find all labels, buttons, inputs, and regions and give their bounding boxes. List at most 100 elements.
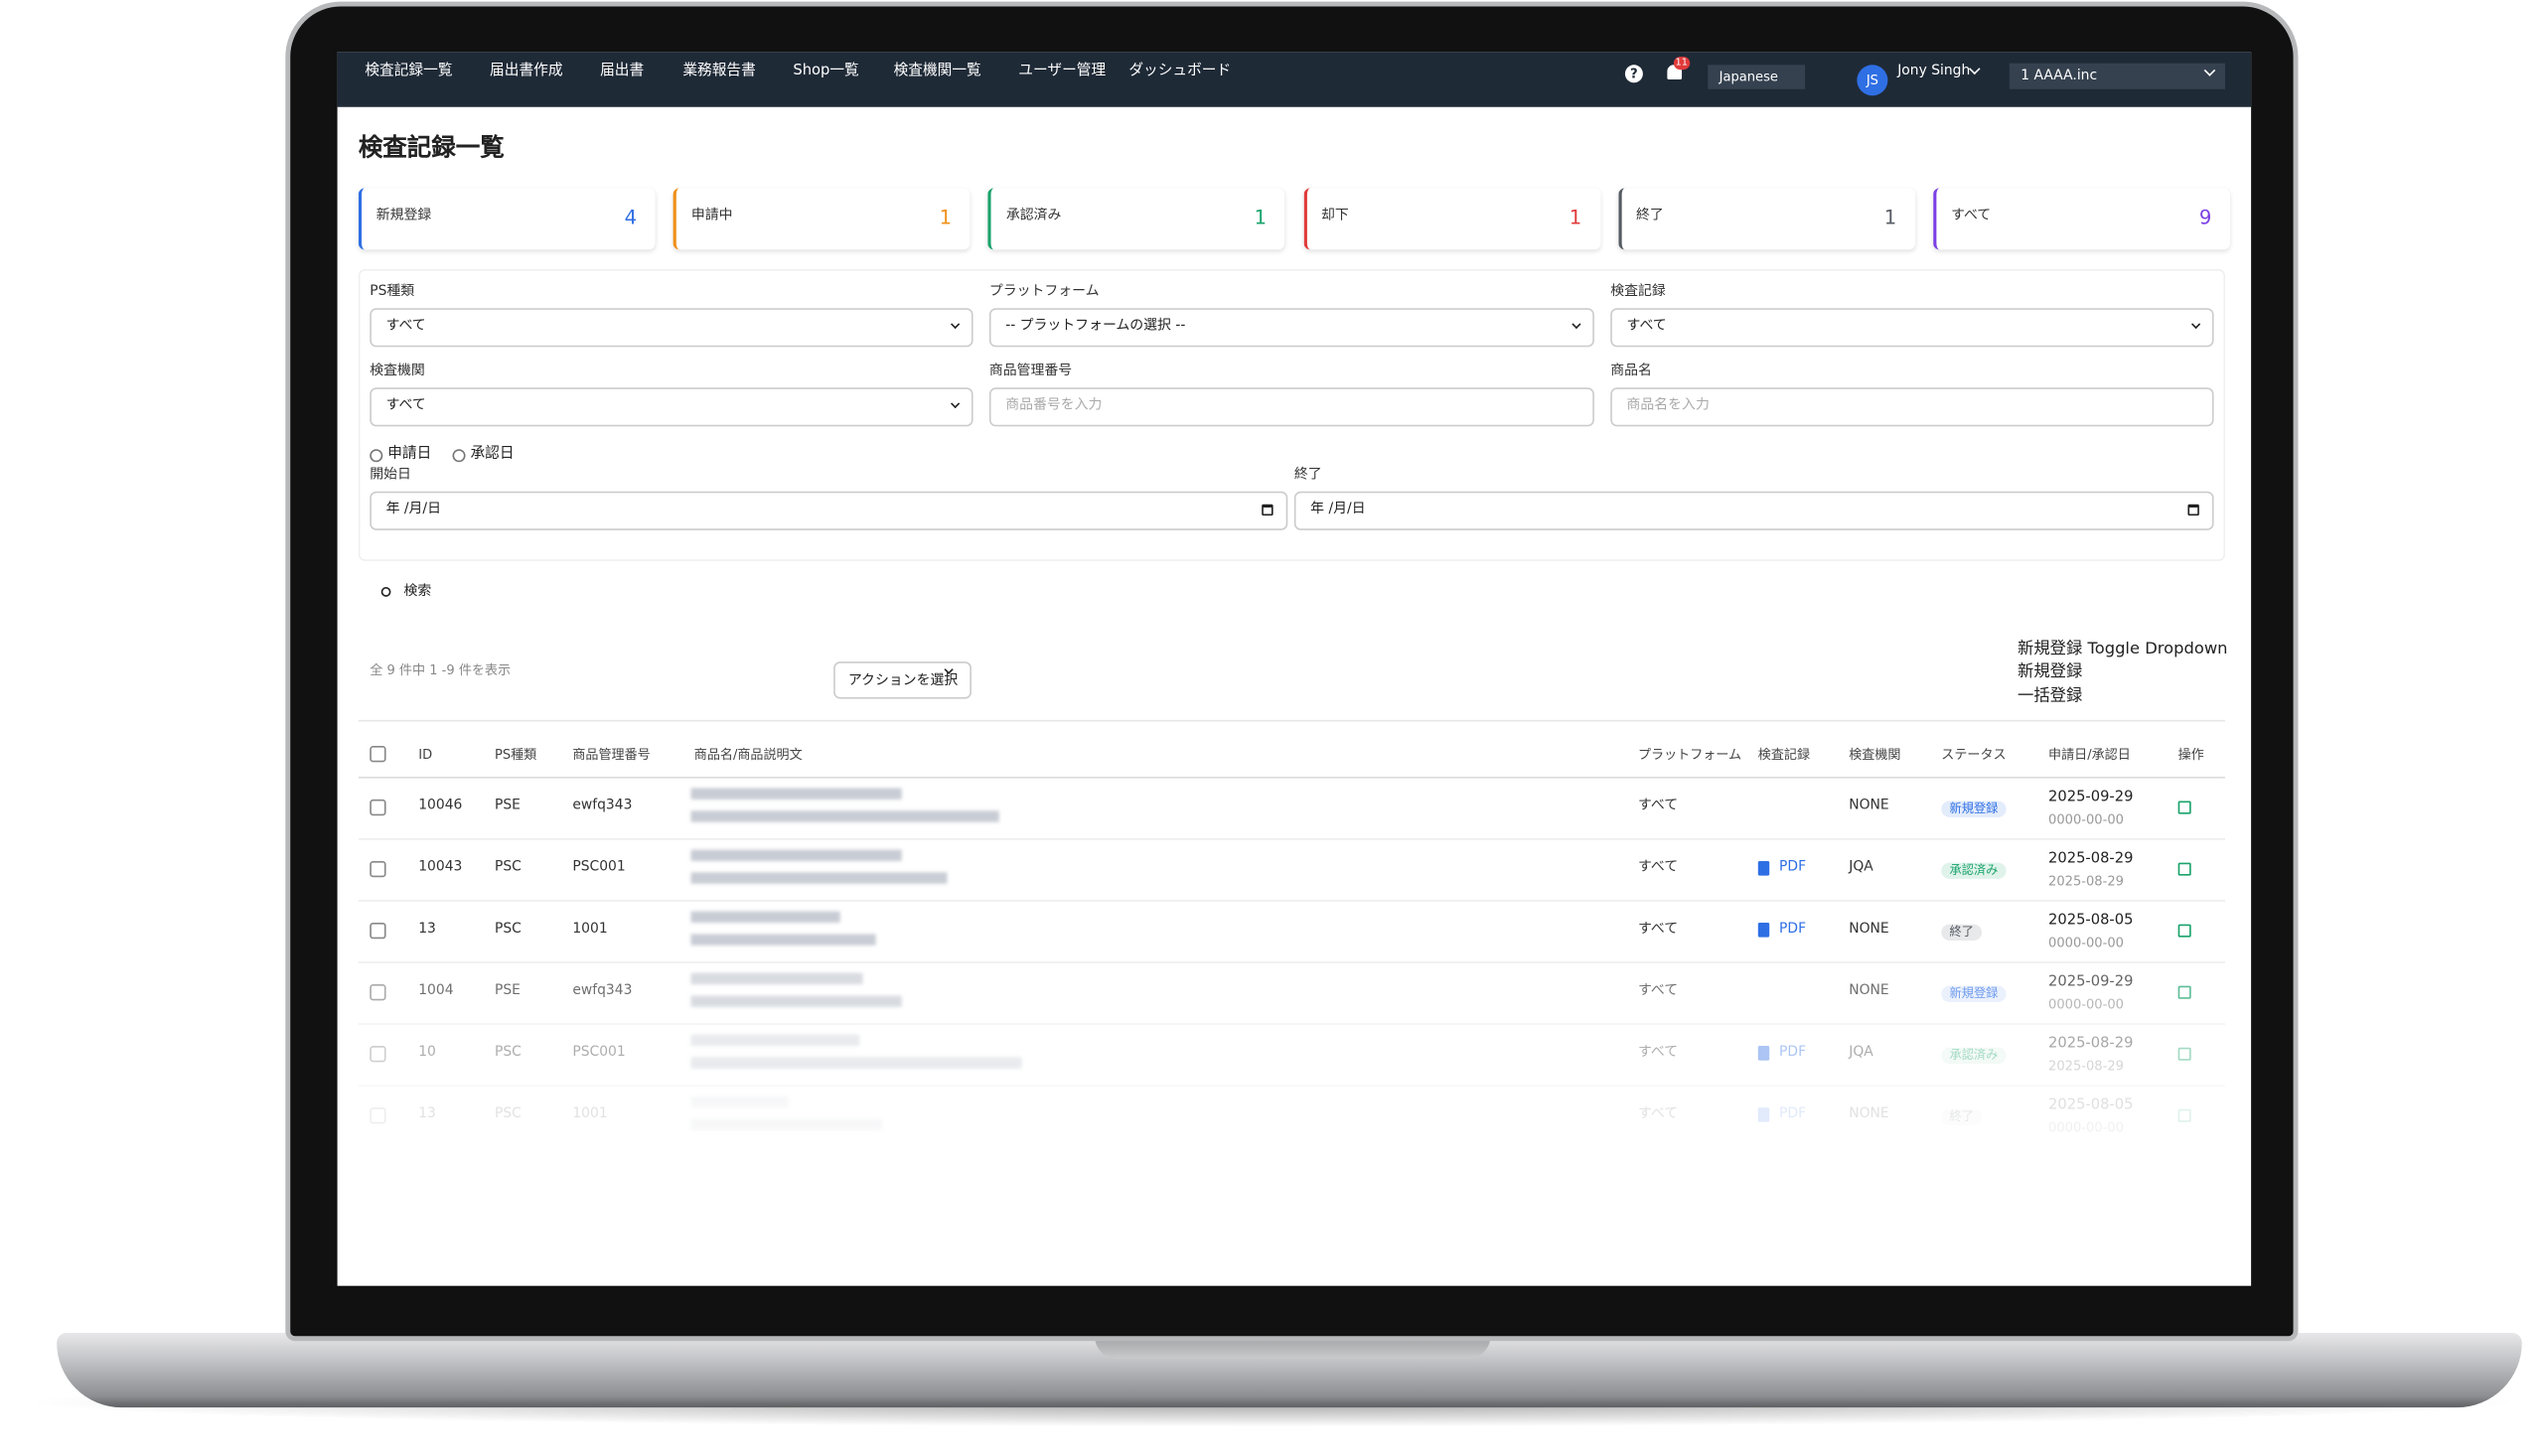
calendar-icon [2187,504,2199,516]
cell-record[interactable]: PDF [1779,1106,1807,1123]
cell-agency: NONE [1849,983,1889,1000]
status-badge: 新規登録 [1941,985,2007,1002]
row-checkbox[interactable] [370,922,386,940]
blurred-text [690,1034,860,1047]
filter-label: 商品名 [1610,364,1652,380]
pdf-icon [1757,860,1770,876]
status-badge: 終了 [1941,1109,1982,1125]
nav-link[interactable]: Shop一覧 [793,63,859,80]
select-box[interactable] [1610,308,2214,348]
select-box[interactable] [988,308,1594,348]
blurred-text [690,849,902,861]
edit-icon[interactable] [2177,985,2191,999]
row-divider [358,900,2226,902]
table-divider [358,777,2226,779]
new-menu-item[interactable]: 新規登録 [2018,663,2083,682]
nav-link[interactable]: 届出書作成 [490,63,563,80]
cell-code: PSC001 [572,860,626,877]
cell-record[interactable]: PDF [1779,1045,1807,1062]
status-card[interactable] [987,188,1285,250]
row-checkbox[interactable] [370,984,386,1001]
filter-label: 終了 [1293,467,1322,485]
action-select[interactable]: アクションを選択 [833,661,972,700]
user-name[interactable]: Jony Singh [1897,64,1971,80]
user-avatar[interactable]: JS [1857,64,1888,95]
nav-link[interactable]: 業務報告書 [682,63,756,80]
language-select[interactable]: Japanese [1708,64,1806,89]
nav-link[interactable]: 検査機関一覧 [893,63,981,80]
search-icon[interactable] [380,587,391,597]
status-card-label: 新規登録 [375,208,432,225]
new-menu-item[interactable]: 一括登録 [2018,687,2083,706]
help-icon[interactable]: ? [1624,64,1643,82]
cell-platform: すべて [1637,1045,1679,1062]
date-placeholder: 年 /月/日 [385,502,441,518]
status-card-label: 承認済み [1005,208,1062,225]
radio[interactable] [370,449,383,463]
edit-icon[interactable] [2177,862,2191,876]
row-checkbox[interactable] [370,1046,386,1063]
radio[interactable] [452,449,466,463]
date-input[interactable] [370,491,1288,530]
nav-link[interactable]: ダッシュボード [1128,63,1232,80]
select-box[interactable] [370,308,973,348]
search-button[interactable]: 検索 [403,584,432,601]
new-menu-item[interactable]: 新規登録 Toggle Dropdown [2018,640,2228,658]
notification-badge: 11 [1673,57,1690,71]
blurred-text [690,934,876,946]
cell-id: 13 [418,922,436,939]
cell-code: 1001 [572,922,608,939]
table-header: 申請日/承認日 [2048,747,2131,763]
cell-date2: 2025-08-29 [2048,1058,2124,1074]
edit-icon[interactable] [2177,924,2191,938]
input-box[interactable] [1610,387,2214,427]
row-checkbox[interactable] [370,799,386,816]
cell-platform: すべて [1637,860,1679,877]
cell-ps: PSC [494,922,522,939]
filter-label: 商品管理番号 [988,364,1073,380]
nav-link[interactable]: ユーザー管理 [1018,63,1107,80]
nav-link[interactable]: 届出書 [600,63,645,80]
cell-id: 1004 [418,983,454,1000]
radio-label: 申請日 [387,446,432,463]
row-divider [358,1023,2226,1025]
edit-icon[interactable] [2177,1047,2191,1061]
cell-record[interactable]: PDF [1779,922,1807,939]
select-box[interactable] [370,387,973,427]
input-placeholder: 商品番号を入力 [1005,397,1103,415]
edit-icon[interactable] [2177,1108,2191,1122]
edit-icon[interactable] [2177,801,2191,814]
blurred-text [690,972,863,985]
table-header: PS種類 [494,747,537,763]
table-header: プラットフォーム [1637,747,1742,763]
input-box[interactable] [988,387,1594,427]
nav-link[interactable]: 検査記録一覧 [365,63,453,80]
row-checkbox[interactable] [370,1107,386,1124]
status-card[interactable] [673,188,971,250]
cell-record[interactable]: PDF [1779,860,1807,877]
status-card-label: 終了 [1636,208,1664,225]
blurred-text [690,995,902,1007]
blurred-text [690,788,902,800]
status-card[interactable] [358,188,656,250]
table-header: ステータス [1941,747,2007,763]
status-card-label: すべて [1951,208,1992,225]
status-card[interactable] [1933,188,2230,250]
cell-date2: 0000-00-00 [2048,935,2124,950]
status-badge: 承認済み [1941,1047,2007,1064]
date-placeholder: 年 /月/日 [1310,502,1366,518]
status-card[interactable] [1302,188,1600,250]
table-header: ID [418,747,433,763]
row-checkbox[interactable] [370,860,386,878]
cell-id: 10 [418,1045,436,1062]
date-input[interactable] [1293,491,2214,530]
header-checkbox[interactable] [370,746,386,763]
filter-label: PS種類 [370,284,415,301]
company-select[interactable]: 1 AAAA.inc [2009,64,2225,90]
filter-label: 検査記録 [1610,284,1666,301]
cell-date1: 2025-08-05 [2048,913,2134,930]
blurred-text [690,810,999,822]
status-card-count: 4 [624,206,638,229]
status-card[interactable] [1618,188,1915,250]
